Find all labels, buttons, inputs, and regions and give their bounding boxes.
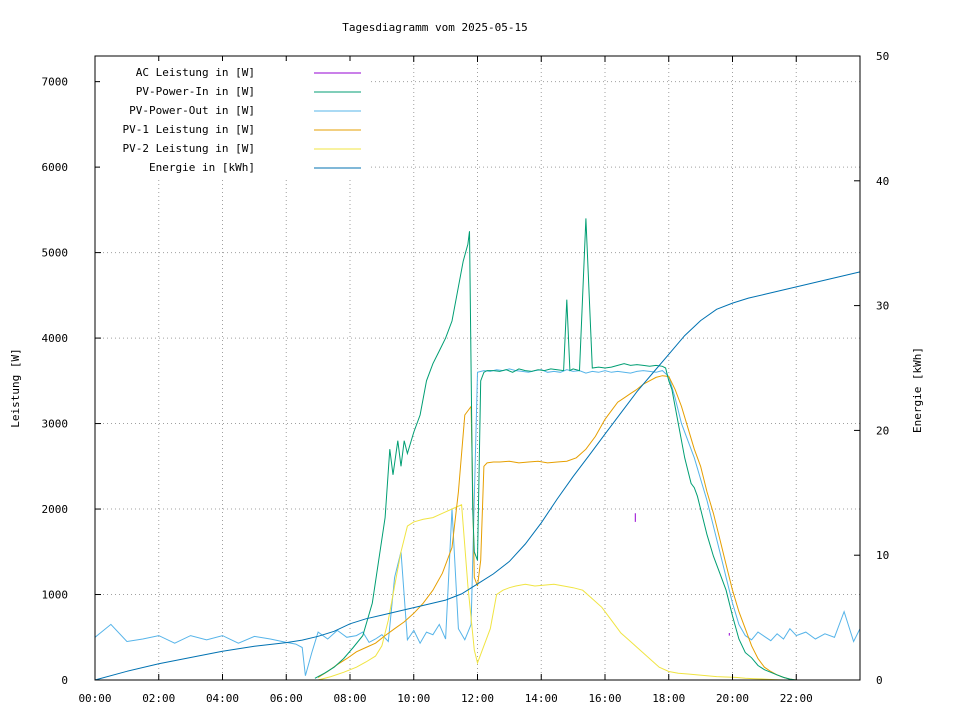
y2-tick-label: 0	[876, 674, 883, 687]
x-tick-labels: 00:00 02:00 04:00 06:00 08:00 10:00 12:00 14:00…	[78, 692, 812, 705]
x-tick-label: 22:00	[780, 692, 813, 705]
x-tick-label: 14:00	[525, 692, 558, 705]
y-tick-label: 5000	[42, 247, 69, 260]
y-tick-label: 0	[61, 674, 68, 687]
legend-entry-label: PV-Power-In in [W]	[136, 85, 255, 98]
y-tick-label: 1000	[42, 589, 69, 602]
x-tick-label: 06:00	[270, 692, 303, 705]
y-tick-label: 6000	[42, 161, 69, 174]
series-layer	[94, 218, 861, 681]
y-axis-label: Leistung [W]	[9, 348, 22, 427]
legend-background	[100, 61, 370, 179]
series-line-3	[317, 375, 797, 681]
x-tick-label: 02:00	[142, 692, 175, 705]
y2-tick-label: 20	[876, 424, 889, 437]
series-line-1	[314, 218, 797, 681]
y2-tick-label: 50	[876, 50, 889, 63]
legend-entry-label: PV-1 Leistung in [W]	[123, 123, 255, 136]
x-tick-label: 00:00	[78, 692, 111, 705]
legend-entry-label: PV-2 Leistung in [W]	[123, 142, 255, 155]
x-tick-label: 12:00	[461, 692, 494, 705]
x-tick-label: 18:00	[652, 692, 685, 705]
y2-axis-label: Energie [kWh]	[911, 347, 924, 433]
legend-entry-label: AC Leistung in [W]	[136, 66, 255, 79]
series-line-5	[94, 271, 861, 681]
axis-ticks	[94, 55, 860, 681]
y2-tick-labels: 0 10 20 30 40 50	[876, 50, 889, 687]
series-line-0	[634, 513, 730, 636]
y-tick-label: 2000	[42, 503, 69, 516]
y2-tick-label: 10	[876, 549, 889, 562]
y2-tick-label: 30	[876, 300, 889, 313]
y-tick-label: 3000	[42, 418, 69, 431]
y2-tick-label: 40	[876, 175, 889, 188]
legend: AC Leistung in [W] PV-Power-In in [W] PV-P…	[100, 61, 370, 179]
x-tick-label: 20:00	[716, 692, 749, 705]
series-line-4	[317, 504, 794, 681]
legend-entry-label: Energie in [kWh]	[149, 161, 255, 174]
y-tick-label: 7000	[42, 76, 69, 89]
x-tick-label: 10:00	[397, 692, 430, 705]
y-tick-labels: 0 1000 2000 3000 4000 5000 6000 7000	[42, 76, 69, 687]
x-tick-label: 04:00	[206, 692, 239, 705]
y-tick-label: 4000	[42, 332, 69, 345]
x-tick-label: 16:00	[588, 692, 621, 705]
legend-entry-label: PV-Power-Out in [W]	[129, 104, 255, 117]
chart-title: Tagesdiagramm vom 2025-05-15	[342, 21, 527, 34]
x-tick-label: 08:00	[333, 692, 366, 705]
